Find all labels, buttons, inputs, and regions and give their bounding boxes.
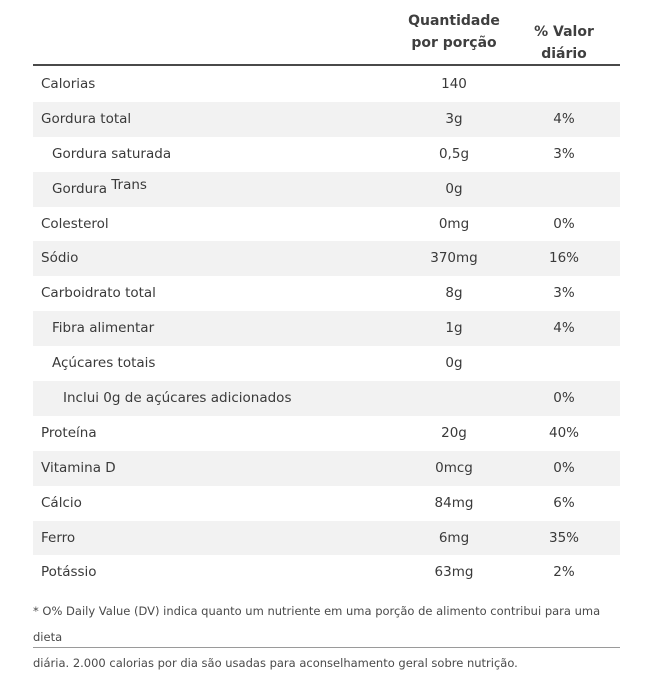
nutrient-daily-value: 4% — [553, 110, 575, 127]
row-calcio: Cálcio 84mg 6% — [33, 486, 620, 521]
bottom-divider — [33, 647, 620, 648]
quantity-header-line2: por porção — [411, 35, 497, 51]
nutrient-quantity: 0mcg — [435, 459, 473, 476]
nutrient-quantity: 0g — [445, 355, 463, 372]
nutrient-quantity: 0,5g — [438, 145, 470, 162]
nutrient-quantity: 140 — [441, 76, 467, 92]
row-acucares-totais: Açúcares totais 0g — [33, 346, 620, 381]
nutrient-quantity: 8g — [445, 285, 463, 302]
nutrient-quantity: 0mg — [438, 215, 470, 232]
daily-value-column-header: % Valor diário — [534, 24, 594, 62]
nutrient-quantity: 0g — [445, 180, 463, 197]
nutrient-name: Calorias — [41, 76, 96, 92]
nutrient-daily-value: 40% — [548, 424, 579, 441]
nutrient-daily-value: 4% — [553, 320, 575, 337]
row-vitamina-d: Vitamina D 0mcg 0% — [33, 450, 620, 486]
row-calorias: Calorias 140 — [33, 67, 620, 102]
quantity-column-header: Quantidade por porção — [404, 10, 504, 54]
row-proteina: Proteína 20g 40% — [33, 416, 620, 451]
nutrient-name: Gordura Trans — [52, 172, 147, 207]
nutrient-name: Sódio — [41, 250, 79, 267]
nutrient-name: Gordura total — [41, 110, 132, 127]
row-sodio: Sódio 370mg 16% — [33, 241, 620, 277]
nutrient-quantity: 3g — [445, 110, 463, 127]
nutrient-quantity: 63mg — [434, 564, 474, 581]
row-ferro: Ferro 6mg 35% — [33, 520, 620, 556]
nutrient-daily-value: 3% — [553, 145, 575, 162]
row-colesterol: Colesterol 0mg 0% — [33, 207, 620, 242]
nutrient-daily-value: 16% — [548, 250, 579, 267]
nutrient-name: Proteína — [41, 424, 97, 441]
footnote-line1: * O% Daily Value (DV) indica quanto um n… — [33, 604, 601, 645]
nutrient-quantity: 20g — [441, 424, 467, 441]
nutrient-name: Carboidrato total — [41, 285, 156, 302]
nutrient-daily-value: 6% — [553, 494, 575, 511]
nutrient-daily-value: 0% — [553, 390, 575, 407]
footnote: * O% Daily Value (DV) indica quanto um n… — [33, 598, 620, 676]
nutrient-rows: Calorias 140 Gordura total 3g 4% Gordura… — [33, 67, 620, 590]
row-gordura-trans: Gordura Trans 0g — [33, 171, 620, 207]
nutrient-daily-value: 0% — [553, 215, 575, 232]
nutrient-name: Potássio — [41, 564, 97, 581]
nutrient-name: Açúcares totais — [52, 355, 156, 372]
nutrient-name: Cálcio — [41, 494, 82, 511]
nutrient-quantity: 6mg — [438, 529, 470, 546]
nutrient-name-suffix: Trans — [111, 176, 147, 193]
nutrient-daily-value: 0% — [553, 459, 575, 476]
nutrient-name: Vitamina D — [41, 459, 116, 476]
nutrient-quantity: 370mg — [430, 250, 478, 267]
nutrient-name: Colesterol — [41, 215, 109, 232]
row-acucares-adicionados: Inclui 0g de açúcares adicionados 0% — [33, 381, 620, 416]
nutrient-quantity: 84mg — [434, 494, 474, 511]
row-fibra-alimentar: Fibra alimentar 1g 4% — [33, 311, 620, 347]
nutrient-name: Inclui 0g de açúcares adicionados — [63, 390, 292, 407]
nutrient-name: Ferro — [41, 529, 76, 546]
footnote-line2: diária. 2.000 calorias por dia são usada… — [33, 656, 518, 671]
row-gordura-total: Gordura total 3g 4% — [33, 101, 620, 137]
nutrient-daily-value: 3% — [553, 285, 575, 302]
quantity-header-line1: Quantidade — [408, 13, 500, 29]
nutrition-facts-table: Quantidade por porção % Valor diário Cal… — [33, 0, 620, 676]
nutrient-daily-value: 2% — [553, 564, 575, 581]
row-gordura-saturada: Gordura saturada 0,5g 3% — [33, 137, 620, 172]
nutrient-name: Gordura saturada — [52, 145, 172, 162]
nutrient-name: Fibra alimentar — [52, 320, 155, 337]
nutrient-name-prefix: Gordura — [52, 180, 107, 197]
row-potassio: Potássio 63mg 2% — [33, 555, 620, 590]
nutrient-daily-value: 35% — [548, 529, 579, 546]
row-carboidrato-total: Carboidrato total 8g 3% — [33, 276, 620, 311]
nutrient-quantity: 1g — [445, 320, 463, 337]
table-header: Quantidade por porção % Valor diário — [33, 0, 620, 66]
